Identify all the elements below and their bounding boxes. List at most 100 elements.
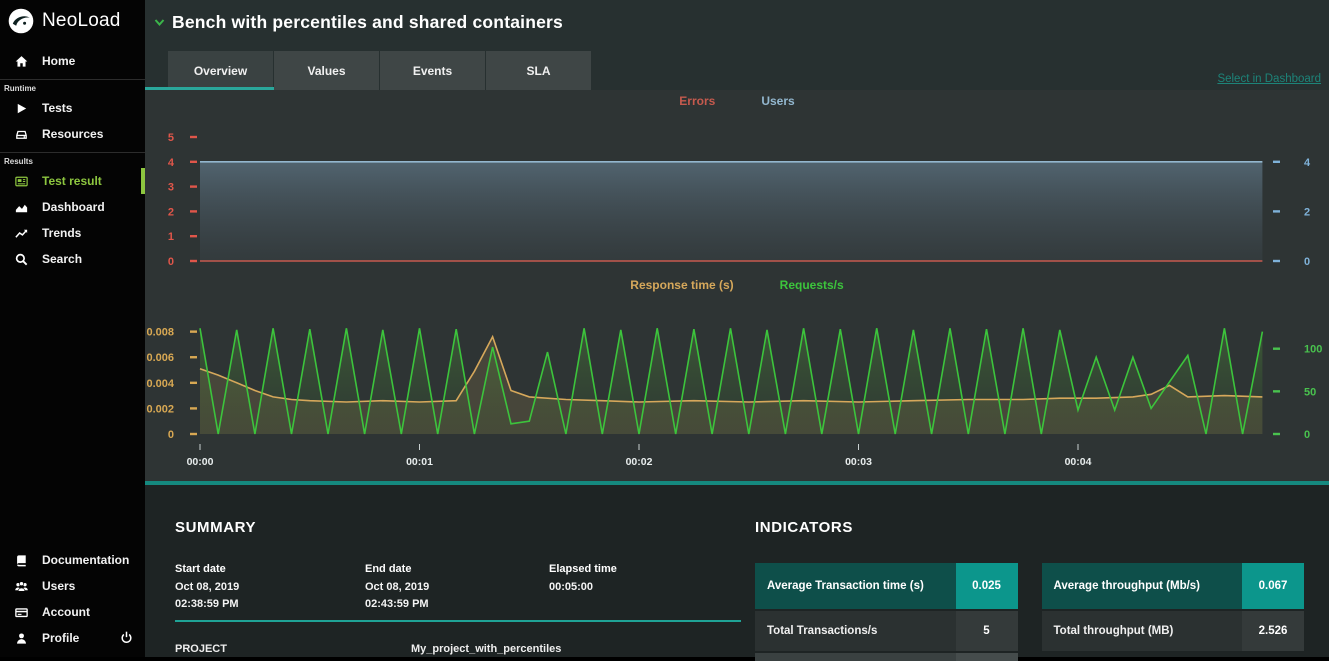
- indicator-data-row: Total throughput (MB) 2.526: [1041, 611, 1304, 651]
- select-in-dashboard-link[interactable]: Select in Dashboard: [1217, 73, 1321, 85]
- sidebar-section-results: Results: [4, 157, 33, 166]
- svg-text:00:00: 00:00: [187, 456, 214, 468]
- legend-users[interactable]: Users: [761, 94, 795, 108]
- legend-requests[interactable]: Requests/s: [779, 278, 844, 292]
- svg-text:50: 50: [1304, 386, 1316, 398]
- sidebar-item-label: Profile: [42, 631, 80, 645]
- sidebar-bottom-nav: Documentation Users Account: [0, 547, 145, 651]
- indicator-card-throughput: Average throughput (Mb/s) 0.067 Total th…: [1041, 563, 1304, 661]
- indicator-value: 0.067: [1242, 563, 1304, 609]
- field-value: Oct 08, 2019: [175, 581, 240, 593]
- tab-values[interactable]: Values: [274, 51, 379, 90]
- errors-users-chart[interactable]: 5 4 3 2 1 0 4 2 0: [145, 123, 1329, 273]
- sidebar: NeoLoad Home Runtime Tests Resources: [0, 0, 145, 657]
- svg-text:2: 2: [168, 206, 174, 218]
- sidebar-item-label: Tests: [42, 101, 73, 115]
- book-icon: [17, 554, 26, 566]
- sidebar-item-test-result[interactable]: Test result: [0, 168, 145, 194]
- collapse-chevron-icon[interactable]: [154, 18, 165, 27]
- sidebar-item-label: Resources: [42, 127, 104, 141]
- field-value: 02:43:59 PM: [365, 598, 429, 611]
- project-label: PROJECT: [175, 643, 227, 656]
- sidebar-item-documentation[interactable]: Documentation: [0, 547, 145, 573]
- home-icon: [15, 55, 28, 67]
- main-panel: Bench with percentiles and shared contai…: [145, 0, 1329, 661]
- sidebar-item-dashboard[interactable]: Dashboard: [0, 194, 145, 220]
- indicators-section: INDICATORS Average Transaction time (s) …: [755, 519, 1304, 661]
- card-icon: [15, 607, 28, 617]
- svg-text:0: 0: [1304, 429, 1310, 441]
- summary-field-end-date: End date Oct 08, 2019 02:43:59 PM: [365, 563, 549, 613]
- section-divider: [145, 481, 1329, 485]
- sidebar-divider: [0, 79, 145, 80]
- sidebar-item-label: Trends: [42, 226, 82, 240]
- details-section: SUMMARY Start date Oct 08, 2019 02:38:59…: [145, 485, 1329, 661]
- indicator-header-row: Average Transaction time (s) 0.025: [755, 563, 1018, 609]
- summary-fields: Start date Oct 08, 2019 02:38:59 PM End …: [175, 563, 741, 613]
- power-icon: [121, 631, 132, 643]
- neoload-logo-icon: [8, 8, 34, 34]
- svg-text:4: 4: [168, 157, 175, 169]
- sidebar-item-search[interactable]: Search: [0, 246, 145, 272]
- svg-text:0: 0: [168, 256, 174, 268]
- charts-area: Errors Users 5 4 3 2 1 0 4 2 0 Response time (s)…: [145, 90, 1329, 481]
- area-chart-icon: [15, 204, 28, 212]
- logout-button[interactable]: [119, 630, 135, 646]
- svg-text:00:03: 00:03: [845, 456, 872, 468]
- person-icon: [17, 632, 26, 644]
- svg-text:00:01: 00:01: [406, 456, 433, 468]
- sidebar-item-users[interactable]: Users: [0, 573, 145, 599]
- sidebar-item-account[interactable]: Account: [0, 599, 145, 625]
- legend-errors[interactable]: Errors: [679, 94, 716, 108]
- group-icon: [15, 580, 28, 592]
- svg-text:1: 1: [168, 231, 174, 243]
- svg-text:5: 5: [168, 132, 174, 144]
- sidebar-section-runtime: Runtime: [4, 84, 36, 93]
- indicator-title: Average throughput (Mb/s): [1041, 563, 1242, 609]
- field-label: End date: [365, 563, 412, 575]
- project-value: My_project_with_percentiles: [411, 643, 562, 656]
- field-value: 00:05:00: [549, 581, 594, 593]
- svg-text:0: 0: [1304, 256, 1310, 268]
- legend-response-time[interactable]: Response time (s): [630, 278, 734, 292]
- sidebar-item-resources[interactable]: Resources: [0, 121, 145, 147]
- sidebar-item-label: Home: [42, 54, 76, 68]
- indicator-cards: Average Transaction time (s) 0.025 Total…: [755, 563, 1304, 661]
- svg-text:0: 0: [168, 429, 174, 441]
- sidebar-item-profile[interactable]: Profile: [0, 625, 145, 651]
- brand-name: NeoLoad: [42, 10, 121, 31]
- summary-heading: SUMMARY: [175, 519, 257, 536]
- sidebar-item-label: Account: [42, 605, 90, 619]
- indicator-row-value: 2.526: [1242, 611, 1304, 651]
- svg-text:4: 4: [1304, 157, 1311, 169]
- indicator-row-label: Total throughput (MB): [1041, 611, 1242, 651]
- page-title: Bench with percentiles and shared contai…: [172, 11, 563, 32]
- tab-sla[interactable]: SLA: [486, 51, 591, 90]
- active-tab-underline: [145, 87, 274, 90]
- tab-bar: Overview Values Events SLA Select in Das…: [145, 44, 1329, 90]
- play-icon: [17, 103, 27, 113]
- trend-line-icon: [15, 229, 28, 238]
- svg-text:0.008: 0.008: [146, 327, 174, 339]
- indicator-data-row: Total Transactions/s 5: [755, 611, 1018, 651]
- sidebar-item-label: Users: [42, 579, 76, 593]
- sidebar-item-tests[interactable]: Tests: [0, 95, 145, 121]
- response-requests-legend: Response time (s) Requests/s: [145, 278, 1329, 292]
- svg-text:3: 3: [168, 182, 174, 194]
- summary-underline: [175, 620, 741, 623]
- sidebar-item-trends[interactable]: Trends: [0, 220, 145, 246]
- sidebar-item-label: Documentation: [42, 553, 130, 567]
- project-row: PROJECT My_project_with_percentiles: [175, 643, 741, 655]
- sidebar-item-home[interactable]: Home: [0, 48, 145, 74]
- field-label: Start date: [175, 563, 226, 575]
- tab-events[interactable]: Events: [380, 51, 485, 90]
- indicators-heading: INDICATORS: [755, 519, 853, 536]
- sidebar-divider: [0, 152, 145, 153]
- app-logo[interactable]: NeoLoad: [0, 0, 145, 40]
- sidebar-item-label: Test result: [42, 174, 102, 188]
- response-requests-chart[interactable]: 0.008 0.006 0.004 0.002 0 100 50 0 00:00 00:01 00:…: [145, 315, 1329, 475]
- field-value: Oct 08, 2019: [365, 581, 430, 593]
- summary-section: SUMMARY Start date Oct 08, 2019 02:38:59…: [175, 519, 741, 655]
- tab-overview[interactable]: Overview: [168, 51, 273, 90]
